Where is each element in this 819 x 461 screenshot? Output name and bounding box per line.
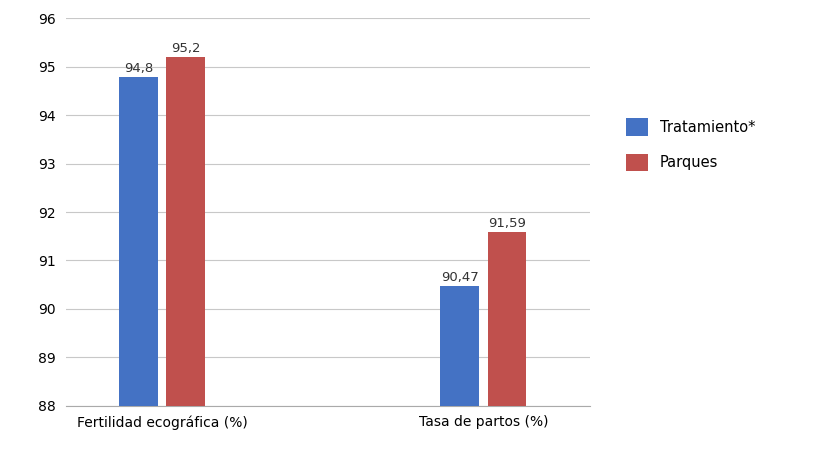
Bar [487,232,526,461]
Bar [119,77,157,461]
Bar [440,286,478,461]
Legend: Tratamiento*, Parques: Tratamiento*, Parques [618,111,762,178]
Text: 91,59: 91,59 [487,217,525,230]
Text: 95,2: 95,2 [170,42,200,55]
Text: 90,47: 90,47 [441,271,478,284]
Text: 94,8: 94,8 [124,62,153,75]
Bar [166,57,205,461]
